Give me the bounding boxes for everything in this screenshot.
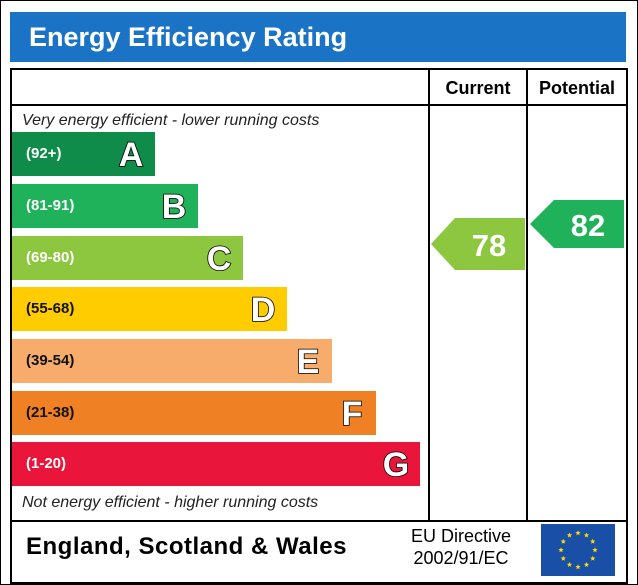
rating-grid: Current Potential Very energy efficient … bbox=[10, 68, 628, 584]
band-range-label: (55-68) bbox=[26, 300, 75, 317]
svg-text:G: G bbox=[383, 446, 409, 483]
current-rating-arrow: 78 bbox=[431, 218, 525, 270]
potential-column-header: Potential bbox=[538, 78, 615, 98]
rating-band-f: (21-38) F bbox=[12, 391, 376, 435]
svg-text:F: F bbox=[342, 395, 363, 432]
eu-directive-label: EU Directive 2002/91/EC bbox=[411, 525, 511, 569]
rating-band-g: (1-20) G bbox=[12, 442, 420, 486]
band-range-label: (39-54) bbox=[26, 352, 75, 369]
current-rating-value: 78 bbox=[472, 228, 506, 263]
band-range-label: (92+) bbox=[26, 145, 62, 162]
band-letter-d: D bbox=[250, 290, 276, 328]
rating-band-c: (69-80) C bbox=[12, 236, 243, 280]
potential-rating-arrow: 82 bbox=[530, 200, 624, 248]
footer-rule bbox=[12, 520, 626, 522]
svg-text:B: B bbox=[162, 188, 187, 225]
band-letter-f: F bbox=[341, 394, 363, 432]
eu-directive-line2: 2002/91/EC bbox=[413, 548, 509, 568]
inefficient-note: Not energy efficient - higher running co… bbox=[22, 494, 319, 511]
eu-flag-icon bbox=[541, 524, 615, 576]
band-letter-e: E bbox=[296, 342, 320, 380]
svg-text:A: A bbox=[119, 136, 144, 173]
current-column-header: Current bbox=[445, 78, 511, 98]
svg-text:C: C bbox=[207, 240, 232, 277]
divider-current bbox=[428, 70, 430, 522]
rating-band-b: (81-91) B bbox=[12, 184, 198, 228]
svg-text:D: D bbox=[251, 291, 276, 328]
title-bar: Energy Efficiency Rating bbox=[10, 12, 626, 62]
band-range-label: (21-38) bbox=[26, 404, 75, 421]
region-label: England, Scotland & Wales bbox=[26, 533, 347, 560]
eu-directive-line1: EU Directive bbox=[411, 526, 512, 546]
band-letter-a: A bbox=[118, 135, 144, 173]
band-range-label: (81-91) bbox=[26, 197, 75, 214]
band-letter-b: B bbox=[161, 187, 187, 225]
potential-rating-value: 82 bbox=[571, 208, 605, 243]
band-range-label: (1-20) bbox=[26, 455, 67, 472]
svg-text:E: E bbox=[297, 343, 320, 380]
band-letter-g: G bbox=[382, 445, 410, 483]
rating-band-d: (55-68) D bbox=[12, 287, 287, 331]
band-letter-c: C bbox=[206, 239, 232, 277]
band-range-label: (69-80) bbox=[26, 249, 75, 266]
rating-band-a: (92+) A bbox=[12, 132, 155, 176]
efficient-note: Very energy efficient - lower running co… bbox=[22, 112, 320, 129]
header-rule bbox=[12, 104, 626, 106]
rating-band-e: (39-54) E bbox=[12, 339, 332, 383]
page-title: Energy Efficiency Rating bbox=[29, 22, 348, 52]
divider-potential bbox=[526, 70, 528, 522]
